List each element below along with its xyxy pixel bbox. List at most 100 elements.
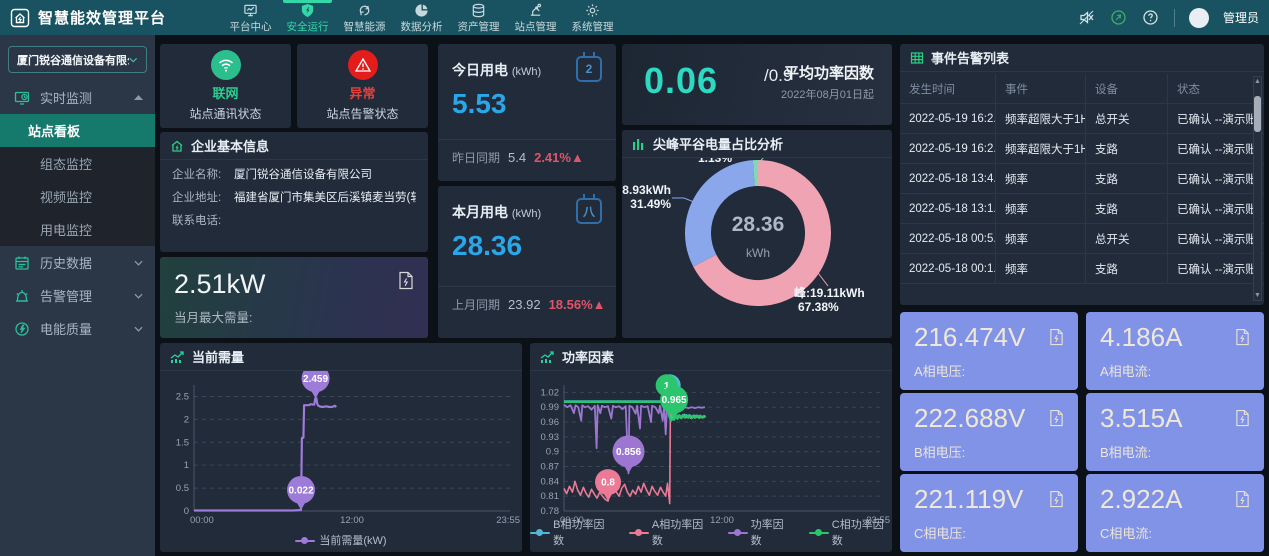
table-cell: 已确认 --演示账号 (1177, 143, 1256, 156)
alarm-icon (14, 288, 30, 304)
donut-slice-峰[interactable] (693, 160, 831, 306)
pf-title: 平均功率因数 (783, 65, 874, 82)
warning-icon (347, 50, 378, 80)
month-title: 本月用电 (kWh) (452, 204, 542, 220)
table-header-cell: 状态 (1177, 83, 1200, 96)
nav-item-1[interactable]: 平台中心 (222, 0, 279, 35)
metric-label: C相电压: (914, 526, 967, 541)
nav-label: 资产管理 (457, 20, 500, 33)
enterprise-row-label: 联系电话: (172, 215, 222, 227)
table-header-cell: 事件 (996, 74, 1086, 103)
sidebar-item-3[interactable]: 视频监控 (40, 190, 93, 205)
sidebar-item-1[interactable]: 站点看板 (0, 114, 155, 147)
nav-item-4[interactable]: 数据分析 (393, 0, 450, 35)
metric-label: B相电流: (1100, 445, 1152, 460)
pf-chart-legend: B相功率因数 A相功率因数 功率因数 C相功率因数 (530, 516, 892, 548)
table-cell: 总开关 (1086, 104, 1168, 133)
today-compare: 昨日同期 5.4 2.41%▲ (452, 150, 584, 165)
table-scrollbar[interactable]: ▲ ▼ (1253, 76, 1262, 301)
table-cell: 2022-05-18 13:1... (900, 194, 996, 223)
legend-marker-icon (808, 528, 829, 536)
legend-item[interactable]: 当前需量(kW) (295, 532, 387, 548)
donut-center-value: 28.36 (732, 213, 785, 236)
table-cell: 支路 (1086, 254, 1168, 283)
legend-item[interactable]: A相功率因数 (628, 516, 712, 548)
table-cell: 频率 (996, 164, 1086, 193)
side-menu: 实时监测 站点看板组态监控视频监控用电监控历史数据 告警管理 电能质量 (0, 81, 155, 345)
nav-item-2[interactable]: 安全运行 (279, 0, 336, 35)
svg-text:1: 1 (664, 381, 670, 392)
demand-chart-legend: 当前需量(kW) (160, 532, 522, 548)
nav-item-7[interactable]: 系统管理 (564, 0, 621, 35)
svg-text:2.459: 2.459 (303, 374, 328, 385)
table-icon (910, 51, 924, 65)
legend-item[interactable]: B相功率因数 (530, 516, 613, 548)
sidebar-group-3[interactable]: 告警管理 (0, 279, 155, 312)
legend-item[interactable]: C相功率因数 (808, 516, 892, 548)
calendar-month-icon: 八 (576, 194, 602, 224)
sidebar-group-4[interactable]: 电能质量 (0, 312, 155, 345)
gear-icon (585, 4, 600, 18)
svg-text:1.5: 1.5 (176, 437, 189, 448)
topbar-divider (1173, 8, 1175, 27)
table-cell: 频率 (996, 194, 1086, 223)
mute-icon[interactable] (1078, 9, 1096, 27)
logo-icon (10, 8, 30, 28)
table-cell: 支路 (1086, 164, 1168, 193)
table-cell: 频率 (996, 224, 1086, 253)
caret-up-icon (134, 95, 143, 100)
pie-icon (414, 4, 429, 18)
divider (438, 286, 616, 287)
nav-item-5[interactable]: 资产管理 (450, 0, 507, 35)
nav-item-3[interactable]: 智慧能源 (336, 0, 393, 35)
scrollbar-thumb[interactable] (1254, 96, 1261, 132)
sidebar-group-2[interactable]: 历史数据 (0, 246, 155, 279)
phase-metric-card: 4.186A A相电流: (1086, 312, 1264, 390)
demand-chart: 0 0.5 1 1.5 2 2.5 00:00 12:00 23:55 0.022 2.459 (176, 371, 520, 526)
help-icon[interactable] (1142, 9, 1160, 27)
avg-power-factor-card: 0.06 /0.9 平均功率因数 2022年08月01日起 (622, 44, 892, 125)
nav-item-6[interactable]: 站点管理 (507, 0, 564, 35)
link-status-icon[interactable] (1110, 9, 1128, 27)
svg-text:23:55: 23:55 (866, 515, 890, 526)
enterprise-row-label: 企业名称: (172, 169, 222, 181)
nav-label: 站点管理 (514, 20, 557, 33)
doc-bolt-icon (1049, 328, 1064, 351)
table-cell: 2022-05-18 00:5... (900, 224, 996, 253)
enterprise-row-value: 福建省厦门市集美区后溪镇麦当劳(软件园三... (234, 192, 416, 204)
metric-value: 3.515A (1100, 403, 1183, 433)
comm-status-card: 联网 站点通讯状态 (160, 44, 291, 128)
legend-item[interactable]: 功率因数 (727, 516, 793, 548)
nav-label: 数据分析 (400, 20, 443, 33)
chart-marker: 0.022 (287, 475, 316, 510)
nav-label: 智慧能源 (343, 20, 386, 33)
sidebar-group-1[interactable]: 实时监测 (0, 81, 155, 114)
max-demand-card: 2.51kW 当月最大需量: (160, 257, 428, 338)
trend-chart-icon (170, 350, 185, 364)
energy-icon (357, 4, 372, 18)
scroll-down-icon[interactable]: ▼ (1254, 292, 1261, 299)
metric-value: 221.119V (914, 484, 1024, 514)
company-select[interactable]: 厦门锐谷通信设备有限公司 (8, 46, 147, 73)
svg-text:0.84: 0.84 (541, 476, 560, 487)
donut-slice-平[interactable] (685, 160, 756, 267)
legend-label: B相功率因数 (553, 519, 605, 547)
svg-text:1.02: 1.02 (541, 387, 560, 398)
peak-valley-card: 峰:19.11kWh67.38%平:8.93kWh31.49%谷:0.32kWh… (622, 130, 892, 338)
alarm-status-card: 异常 站点告警状态 (297, 44, 428, 128)
svg-text:0.99: 0.99 (541, 402, 560, 413)
metric-label: C相电流: (1100, 526, 1153, 541)
svg-text:67.38%: 67.38% (798, 300, 839, 314)
donut-center-unit: kWh (746, 246, 770, 260)
scroll-up-icon[interactable]: ▲ (1254, 78, 1261, 85)
sidebar-item-2[interactable]: 组态监控 (40, 157, 93, 172)
user-name: 管理员 (1222, 11, 1259, 25)
table-cell: 频率 (996, 254, 1086, 283)
avatar[interactable] (1188, 7, 1209, 28)
sidebar-item-4[interactable]: 用电监控 (40, 223, 93, 238)
month-value: 28.36 (452, 230, 523, 261)
site-icon (528, 3, 543, 18)
nav-label: 系统管理 (571, 20, 614, 33)
